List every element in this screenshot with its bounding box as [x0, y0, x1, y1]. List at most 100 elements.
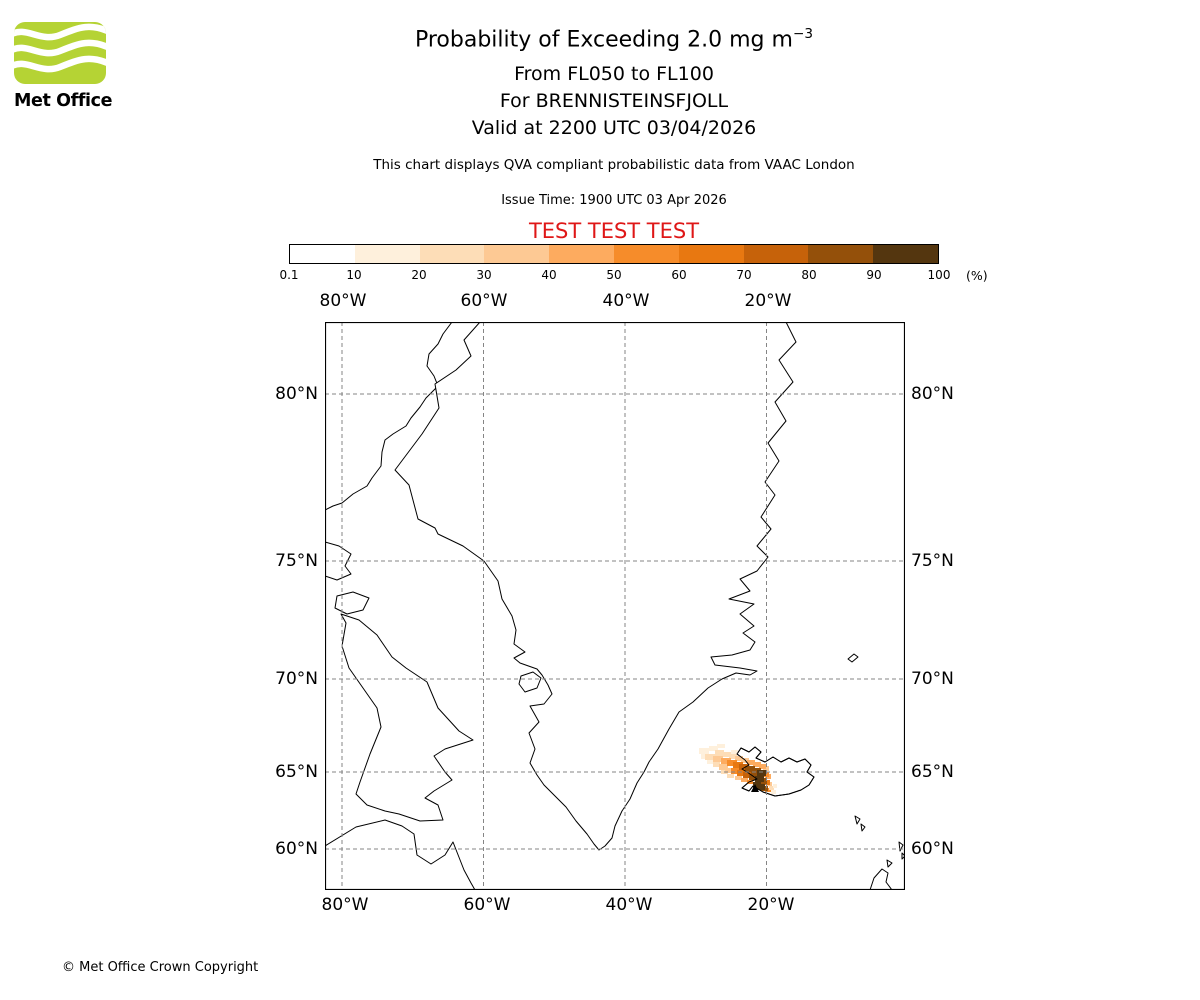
axis-label-lat-right-80n: 80°N [911, 384, 954, 404]
plume-cell [713, 762, 720, 767]
ash-plume-layer [699, 744, 777, 794]
axis-label-lat-left-65n: 65°N [275, 762, 318, 782]
axis-label-lon-bottom-40w: 40°W [605, 895, 653, 915]
plume-cell [713, 756, 723, 762]
plume-cell [715, 750, 724, 756]
map-frame [324, 321, 906, 891]
axis-label-lat-left-80n: 80°N [275, 384, 318, 404]
test-banner: TEST TEST TEST [528, 219, 700, 244]
plume-cell [725, 768, 733, 773]
coastline-ellesmere-island [324, 321, 453, 511]
coastline-ungava-labrador [324, 819, 476, 891]
plume-cell [743, 772, 752, 778]
colorbar-tick-label: 50 [606, 268, 622, 282]
plume-cell [731, 750, 738, 754]
coastline-faroe-islands [854, 815, 866, 832]
colorbar-segment [354, 245, 420, 263]
plume-cell [709, 746, 718, 751]
plume-cell [733, 762, 743, 768]
plume-cell [699, 748, 709, 754]
plume-cell [757, 784, 765, 790]
plume-cell [751, 768, 761, 774]
axis-label-lon-top-60w: 60°W [460, 291, 508, 311]
axis-label-lon-top-80w: 80°W [319, 291, 367, 311]
volcano-marker [751, 784, 759, 792]
colorbar-tick-label: 70 [736, 268, 752, 282]
footer-copyright: © Met Office Crown Copyright [62, 960, 259, 975]
plume-cell [747, 760, 755, 765]
colorbar [289, 244, 939, 264]
plume-cell [745, 766, 755, 772]
subtitle-volcano: For BRENNISTEINSFJOLL [499, 90, 729, 113]
axis-label-lon-bottom-60w: 60°W [463, 895, 511, 915]
colorbar-segment [808, 245, 874, 263]
axis-label-lon-top-40w: 40°W [602, 291, 650, 311]
issue-time: Issue Time: 1900 UTC 03 Apr 2026 [501, 193, 727, 209]
page-title: Probability of Exceeding 2.0 mg m−3 [28, 26, 1200, 52]
plume-cell [771, 790, 776, 794]
colorbar-segment [743, 245, 809, 263]
plume-cell [757, 770, 766, 776]
plume-cell [731, 768, 740, 774]
colorbar-tick-label: 100 [927, 268, 951, 282]
page-title-text: Probability of Exceeding 2.0 mg m [414, 27, 793, 53]
map-panel [324, 321, 906, 891]
plume-cell [719, 764, 728, 770]
colorbar-segment [549, 245, 614, 263]
subtitle-flight-levels: From FL050 to FL100 [514, 63, 714, 86]
plume-cell [707, 760, 714, 764]
plume-cell [739, 764, 749, 770]
colorbar-tick-label: 20 [411, 268, 427, 282]
colorbar-segment [484, 245, 550, 263]
colorbar-tick-label: 30 [476, 268, 492, 282]
axis-label-lat-left-75n: 75°N [275, 551, 318, 571]
coastline-greenland [394, 321, 797, 851]
axis-label-lon-bottom-80w: 80°W [321, 895, 369, 915]
plume-cell [727, 774, 734, 778]
plume-cell [755, 776, 764, 782]
colorbar-tick-label: 90 [866, 268, 882, 282]
map [324, 321, 906, 891]
subtitle-valid-time: Valid at 2200 UTC 03/04/2026 [471, 117, 757, 140]
plume-cell [705, 754, 715, 760]
coastline-disko-island [518, 671, 542, 693]
colorbar-segment [290, 245, 355, 263]
colorbar-tick-label: 60 [671, 268, 687, 282]
coastline-bylot-island [334, 591, 370, 615]
plume-cell [773, 784, 777, 788]
plume-cell [737, 770, 746, 776]
coastline-scotland-tip [869, 868, 893, 891]
plume-cell [723, 752, 731, 757]
met-office-logo: Met Office [14, 22, 124, 111]
plume-cell [735, 756, 743, 761]
qva-note: This chart displays QVA compliant probab… [373, 157, 855, 174]
logo-brand-text: Met Office [14, 91, 113, 111]
axis-label-lon-bottom-20w: 20°W [747, 895, 795, 915]
colorbar-segment [873, 245, 938, 263]
plume-cell [769, 786, 774, 790]
coastline-shetland [898, 841, 906, 860]
colorbar-tick-label: 10 [346, 268, 362, 282]
logo-waves-icon [14, 22, 106, 84]
colorbar-tick-label: 80 [801, 268, 817, 282]
axis-label-lat-left-60n: 60°N [275, 839, 318, 859]
colorbar-ticks: 0.1 10 20 30 40 50 60 70 80 90 100 [279, 268, 950, 284]
coastline-jan-mayen [847, 653, 859, 663]
axis-label-lat-right-60n: 60°N [911, 839, 954, 859]
plume-cell [759, 764, 766, 769]
axis-label-lat-right-70n: 70°N [911, 669, 954, 689]
plume-cell [717, 744, 725, 748]
colorbar-segment [678, 245, 744, 263]
coastline-iceland-overlay [736, 746, 815, 797]
chart-header: Probability of Exceeding 2.0 mg m−3 From… [28, 26, 1200, 243]
axis-label-lon-top-20w: 20°W [744, 291, 792, 311]
coastline-orkney [886, 859, 893, 868]
axis-label-lat-right-75n: 75°N [911, 551, 954, 571]
coastline-devon-island [324, 541, 352, 581]
plume-cell [721, 758, 731, 764]
axis-label-lat-right-65n: 65°N [911, 762, 954, 782]
plume-cell [753, 762, 761, 767]
plume-cell [735, 776, 742, 780]
plume-cell [741, 778, 748, 782]
colorbar-unit: (%) [966, 268, 988, 283]
